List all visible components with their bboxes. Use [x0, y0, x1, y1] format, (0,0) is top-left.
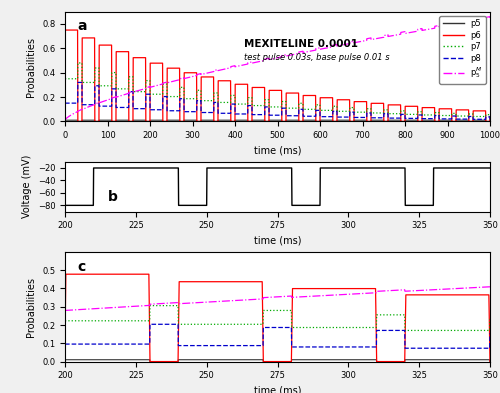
Text: MEXITELINE 0.0001: MEXITELINE 0.0001	[244, 39, 358, 49]
Text: a: a	[78, 20, 88, 33]
X-axis label: time (ms): time (ms)	[254, 386, 301, 393]
X-axis label: time (ms): time (ms)	[254, 146, 301, 156]
Text: b: b	[108, 190, 118, 204]
Y-axis label: Probabilities: Probabilities	[26, 277, 36, 337]
Text: test pulse 0.03s, base pulse 0.01 s: test pulse 0.03s, base pulse 0.01 s	[244, 53, 389, 62]
Legend: p5, p6, p7, p8, p$^M_5$: p5, p6, p7, p8, p$^M_5$	[440, 16, 486, 84]
Text: c: c	[78, 260, 86, 274]
X-axis label: time (ms): time (ms)	[254, 236, 301, 246]
Y-axis label: Probabilities: Probabilities	[26, 37, 36, 97]
Y-axis label: Voltage (mV): Voltage (mV)	[22, 155, 32, 219]
